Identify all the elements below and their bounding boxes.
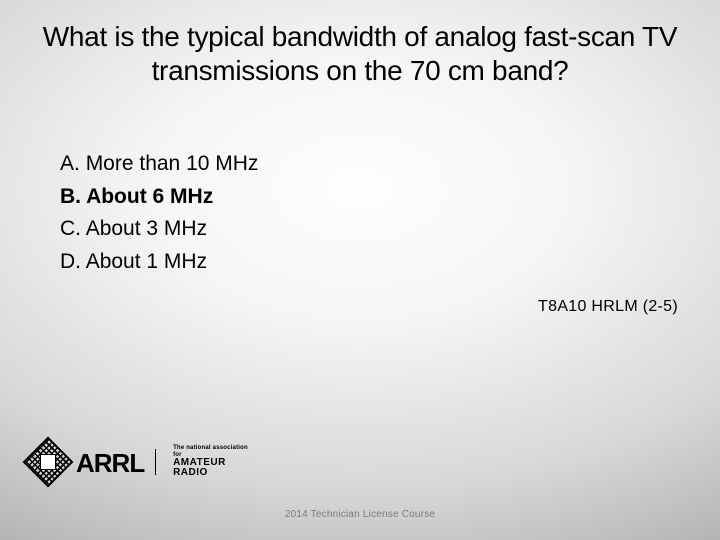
- slide: What is the typical bandwidth of analog …: [0, 0, 720, 540]
- logo-divider: [155, 449, 156, 475]
- arrl-tagline-big: AMATEUR RADIO: [173, 458, 250, 479]
- answer-d-letter: D.: [60, 250, 81, 273]
- answer-d: D. About 1 MHz: [60, 246, 258, 279]
- answer-c-text: About 3 MHz: [86, 217, 207, 240]
- arrl-wordmark: ARRL: [76, 448, 144, 479]
- answer-d-text: About 1 MHz: [86, 250, 207, 273]
- answer-b-letter: B.: [60, 185, 81, 208]
- answer-a: A. More than 10 MHz: [60, 148, 258, 181]
- answer-c: C. About 3 MHz: [60, 213, 258, 246]
- answer-a-letter: A.: [60, 152, 80, 175]
- slide-footer: 2014 Technician License Course: [0, 509, 720, 520]
- answer-b: B. About 6 MHz: [60, 181, 258, 214]
- arrl-diamond-icon: [23, 437, 74, 488]
- answer-c-letter: C.: [60, 217, 81, 240]
- answer-b-text: About 6 MHz: [86, 185, 213, 208]
- arrl-logo: ARRL The national association for AMATEU…: [30, 440, 250, 484]
- arrl-tagline: The national association for AMATEUR RAD…: [173, 445, 250, 479]
- answer-list: A. More than 10 MHz B. About 6 MHz C. Ab…: [60, 148, 258, 278]
- question-reference: T8A10 HRLM (2-5): [538, 298, 678, 316]
- question-title: What is the typical bandwidth of analog …: [38, 20, 682, 87]
- answer-a-text: More than 10 MHz: [86, 152, 259, 175]
- arrl-tagline-small: The national association for: [173, 445, 250, 458]
